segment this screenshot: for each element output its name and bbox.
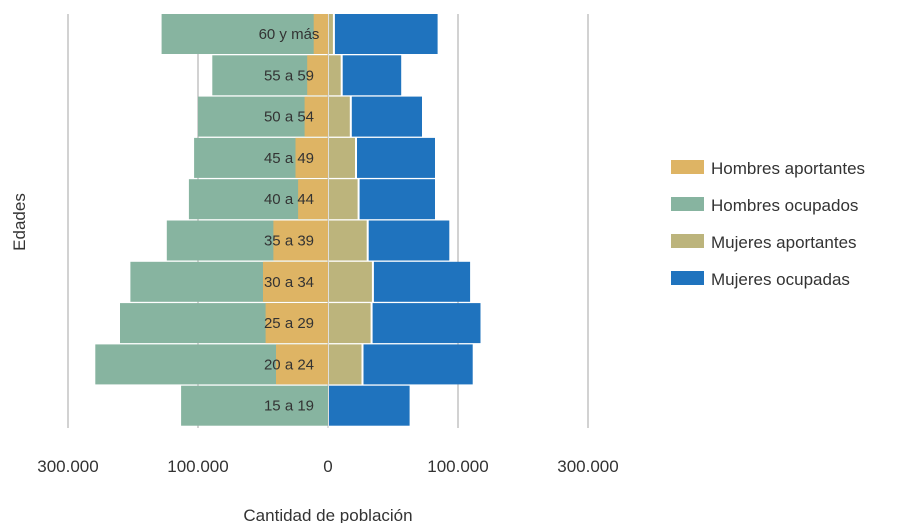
bar-mujeres-ocupadas [363,344,473,385]
y-axis-title: Edades [10,193,29,251]
bar-hombres-aportantes [265,303,328,344]
bar-mujeres-ocupadas [359,179,435,220]
x-axis-title: Cantidad de población [243,506,412,523]
legend-swatch [671,271,704,285]
legend: Hombres aportantes Hombres ocupados Mujere… [671,159,865,289]
bar-mujeres-aportantes [329,344,362,385]
legend-label: Mujeres aportantes [711,233,857,252]
bar-mujeres-aportantes [329,55,341,96]
x-tick-label: 100.000 [427,457,488,476]
category-label: 35 a 39 [264,233,314,250]
bar-mujeres-aportantes [329,14,333,54]
bar-mujeres-aportantes [329,96,350,137]
bar-mujeres-aportantes [329,303,371,344]
bar-hombres-aportantes [273,220,328,261]
x-tick-label: 100.000 [167,457,228,476]
x-tick-label: 300.000 [557,457,618,476]
bar-hombres-aportantes [304,96,328,137]
legend-swatch [671,234,704,248]
x-axis-ticks: 300.000 100.000 0 100.000 300.000 [37,457,618,476]
bar-mujeres-ocupadas [342,55,402,96]
bar-mujeres-aportantes [329,179,358,220]
bar-mujeres-ocupadas [368,220,450,261]
legend-label: Hombres ocupados [711,196,858,215]
bar-mujeres-ocupadas [334,14,438,54]
bar-mujeres-ocupadas [329,385,410,426]
category-label: 60 y más [259,26,320,43]
category-label: 40 a 44 [264,191,314,208]
bar-hombres-aportantes [313,14,328,54]
bar-mujeres-ocupadas [357,137,435,178]
bar-mujeres-aportantes [329,261,372,302]
category-label: 20 a 24 [264,356,314,373]
bar-hombres-aportantes [295,137,328,178]
category-label: 50 a 54 [264,109,314,126]
legend-swatch [671,160,704,174]
legend-label: Hombres aportantes [711,159,865,178]
legend-label: Mujeres ocupadas [711,270,850,289]
bars [95,14,481,426]
category-label: 25 a 29 [264,315,314,332]
bar-mujeres-ocupadas [351,96,422,137]
category-label: 30 a 34 [264,274,314,291]
bar-mujeres-ocupadas [373,261,471,302]
x-tick-label: 0 [323,457,332,476]
bar-hombres-ocupados [161,14,328,54]
category-labels: 60 y más 55 a 59 50 a 54 45 a 49 40 a 44 35 a… [259,26,320,415]
bar-hombres-ocupados [181,385,328,426]
bar-hombres-aportantes [263,261,328,302]
bar-mujeres-aportantes [329,137,355,178]
category-label: 45 a 49 [264,150,314,167]
bar-mujeres-ocupadas [372,303,481,344]
bar-hombres-aportantes [298,179,328,220]
bar-mujeres-aportantes [329,220,367,261]
x-tick-label: 300.000 [37,457,98,476]
category-label: 15 a 19 [264,398,314,415]
bar-hombres-aportantes [307,55,328,96]
bar-hombres-aportantes [276,344,328,385]
legend-swatch [671,197,704,211]
category-label: 55 a 59 [264,67,314,84]
